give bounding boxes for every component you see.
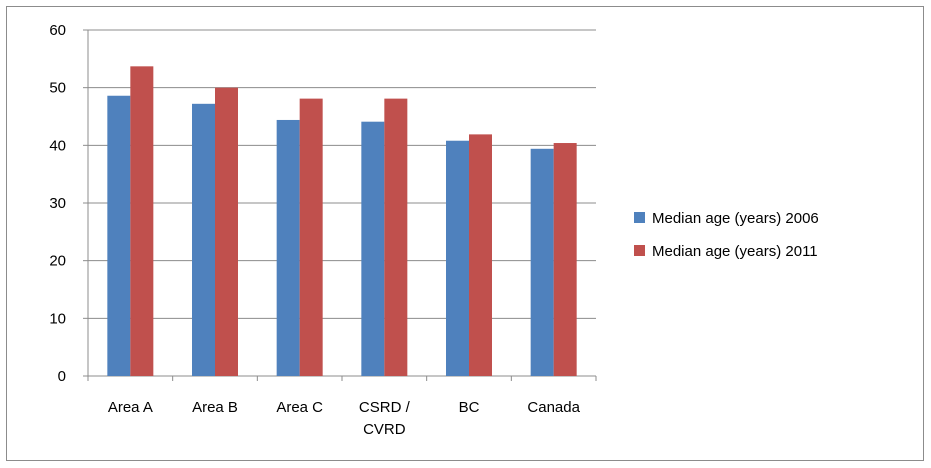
x-tick-label: Canada (527, 399, 580, 416)
bar-2006 (107, 95, 131, 377)
x-tick-label: Area C (276, 399, 323, 416)
x-tick-label: CSRD / (359, 399, 411, 416)
legend-label: Median age (years) 2011 (652, 243, 818, 260)
x-tick-label: BC (459, 399, 480, 416)
y-tick-label: 50 (49, 80, 66, 97)
bar-2006 (446, 140, 469, 376)
bar-2011 (130, 66, 154, 376)
legend-swatch (634, 212, 645, 223)
bar-2006 (530, 148, 554, 376)
x-tick-label: Area A (108, 399, 153, 416)
x-tick-label: Area B (192, 399, 238, 416)
y-tick-label: 40 (49, 137, 66, 154)
bar-2011 (215, 87, 238, 377)
y-tick-label: 30 (49, 195, 66, 212)
legend-swatch (634, 245, 645, 256)
y-tick-label: 10 (49, 310, 66, 327)
bar-2006 (192, 103, 215, 377)
bar-2006 (276, 119, 300, 377)
bar-2011 (469, 134, 492, 376)
bar-2006 (361, 121, 385, 376)
y-tick-label: 20 (49, 253, 66, 270)
legend-label: Median age (years) 2006 (652, 210, 819, 227)
y-tick-label: 0 (58, 368, 66, 385)
bar-2011 (299, 98, 323, 376)
bar-2011 (553, 143, 577, 376)
x-tick-label: CVRD (363, 421, 406, 438)
y-tick-label: 60 (49, 22, 66, 39)
bar-2011 (384, 98, 408, 376)
